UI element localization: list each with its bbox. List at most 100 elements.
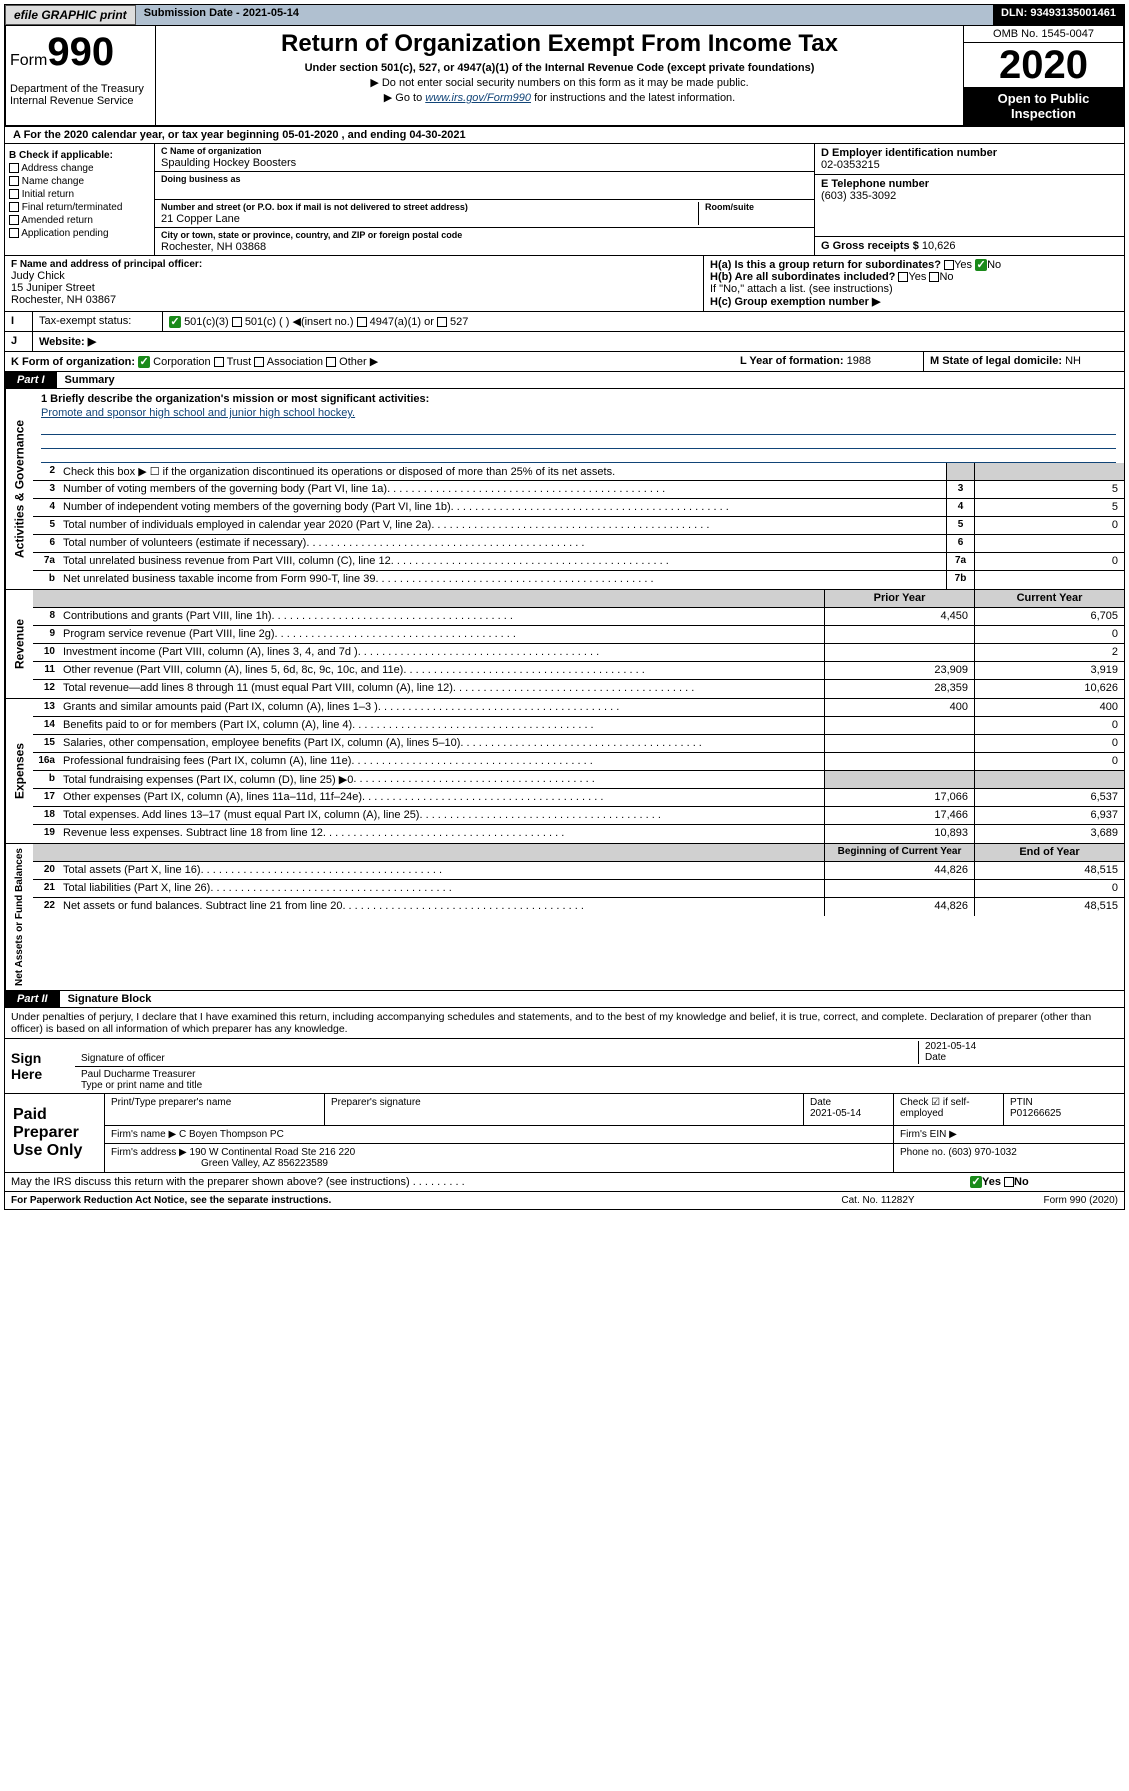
part1-tag: Part I — [5, 372, 57, 388]
row-text: Check this box ▶ ☐ if the organization d… — [59, 463, 946, 480]
tax-year: 2020 — [964, 43, 1123, 87]
row-num: 8 — [33, 608, 59, 625]
officer-signature-field[interactable] — [81, 1041, 918, 1053]
firm-name-lbl: Firm's name ▶ — [111, 1129, 176, 1140]
paperwork-notice: For Paperwork Reduction Act Notice, see … — [11, 1195, 798, 1206]
lbl-initial: Initial return — [22, 189, 74, 200]
row-text: Net unrelated business taxable income fr… — [59, 571, 946, 589]
e-lbl: E Telephone number — [821, 178, 1118, 190]
mission-lbl: 1 Briefly describe the organization's mi… — [41, 393, 429, 405]
i-4947: 4947(a)(1) or — [370, 316, 434, 328]
date-lbl: Date — [925, 1052, 1118, 1063]
form-990-num: 990 — [47, 30, 114, 74]
row-current-year: 0 — [974, 753, 1124, 770]
row-value — [974, 571, 1124, 589]
firm-phone: (603) 970-1032 — [948, 1147, 1016, 1158]
discuss-yes-chk[interactable]: ✓ — [970, 1176, 982, 1188]
row-prior-year: 44,826 — [824, 862, 974, 879]
chk-501c3[interactable]: ✓ — [169, 316, 181, 328]
i-527: 527 — [450, 316, 468, 328]
sig-lbl: Signature of officer — [81, 1053, 918, 1064]
h-b-note: If "No," attach a list. (see instruction… — [710, 283, 1118, 295]
chk-527[interactable] — [437, 317, 447, 327]
chk-name-change[interactable]: Name change — [9, 176, 150, 187]
part1-title: Summary — [57, 372, 123, 388]
paid-preparer-block: Paid Preparer Use Only Print/Type prepar… — [4, 1094, 1125, 1173]
subtitle-2: ▶ Do not enter social security numbers o… — [164, 76, 955, 89]
row-prior-year — [824, 753, 974, 770]
row-prior-year: 17,466 — [824, 807, 974, 824]
chk-4947[interactable] — [357, 317, 367, 327]
paid-preparer-label: Paid Preparer Use Only — [5, 1094, 105, 1172]
pp-name-field[interactable] — [111, 1108, 318, 1122]
chk-other[interactable] — [326, 357, 336, 367]
chk-address-change[interactable]: Address change — [9, 163, 150, 174]
gov-row: 2 Check this box ▶ ☐ if the organization… — [33, 463, 1124, 481]
section-revenue: Revenue Prior Year Current Year 8 Contri… — [4, 590, 1125, 699]
name-lbl: Type or print name and title — [81, 1080, 1118, 1091]
chk-final-return[interactable]: Final return/terminated — [9, 202, 150, 213]
chk-corp[interactable]: ✓ — [138, 356, 150, 368]
efile-button[interactable]: efile GRAPHIC print — [5, 5, 136, 25]
data-row: 10 Investment income (Part VIII, column … — [33, 644, 1124, 662]
ha-yes: Yes — [954, 259, 972, 271]
sign-date: 2021-05-14 — [925, 1041, 1118, 1052]
data-row: 17 Other expenses (Part IX, column (A), … — [33, 789, 1124, 807]
data-row: 8 Contributions and grants (Part VIII, l… — [33, 608, 1124, 626]
row-num: 16a — [33, 753, 59, 770]
signature-block: Under penalties of perjury, I declare th… — [4, 1008, 1125, 1094]
chk-initial-return[interactable]: Initial return — [9, 189, 150, 200]
row-current-year: 48,515 — [974, 898, 1124, 916]
row-text: Salaries, other compensation, employee b… — [59, 735, 824, 752]
header-mid: Return of Organization Exempt From Incom… — [156, 26, 963, 125]
row-box: 4 — [946, 499, 974, 516]
chk-amended-return[interactable]: Amended return — [9, 215, 150, 226]
pp-ptin-lbl: PTIN — [1010, 1097, 1118, 1108]
header-right: OMB No. 1545-0047 2020 Open to Public In… — [963, 26, 1123, 125]
form-number: Form990 — [10, 30, 151, 75]
discuss-text: May the IRS discuss this return with the… — [11, 1176, 410, 1188]
discuss-no-chk[interactable] — [1004, 1177, 1014, 1187]
row-prior-year: 44,826 — [824, 898, 974, 916]
sign-here-label: Sign Here — [5, 1039, 75, 1093]
row-num: 9 — [33, 626, 59, 643]
row-num: 13 — [33, 699, 59, 716]
rev-header: Prior Year Current Year — [33, 590, 1124, 608]
row-prior-year — [824, 717, 974, 734]
irs-link[interactable]: www.irs.gov/Form990 — [425, 92, 531, 104]
gov-row: 6 Total number of volunteers (estimate i… — [33, 535, 1124, 553]
row-num: b — [33, 571, 59, 589]
pp-name-lbl: Print/Type preparer's name — [111, 1097, 318, 1108]
k-assoc: Association — [267, 356, 323, 368]
row-text: Total expenses. Add lines 13–17 (must eq… — [59, 807, 824, 824]
firm-addr-lbl: Firm's address ▶ — [111, 1147, 187, 1158]
box-i: I Tax-exempt status: ✓ 501(c)(3) 501(c) … — [4, 312, 1125, 332]
box-j: J Website: ▶ — [4, 332, 1125, 352]
net-hd-py: Beginning of Current Year — [824, 844, 974, 861]
firm-addr2: Green Valley, AZ 856223589 — [111, 1158, 887, 1169]
gov-row: 3 Number of voting members of the govern… — [33, 481, 1124, 499]
data-row: 22 Net assets or fund balances. Subtract… — [33, 898, 1124, 916]
row-num: 17 — [33, 789, 59, 806]
chk-501c[interactable] — [232, 317, 242, 327]
gov-row: 5 Total number of individuals employed i… — [33, 517, 1124, 535]
box-klm: K Form of organization: ✓ Corporation Tr… — [4, 352, 1125, 372]
data-row: 21 Total liabilities (Part X, line 26) .… — [33, 880, 1124, 898]
row-prior-year — [824, 771, 974, 788]
chk-trust[interactable] — [214, 357, 224, 367]
chk-assoc[interactable] — [254, 357, 264, 367]
row-box — [946, 463, 974, 480]
gross-receipts-value: 10,626 — [922, 240, 956, 252]
data-row: 18 Total expenses. Add lines 13–17 (must… — [33, 807, 1124, 825]
chk-app-pending[interactable]: Application pending — [9, 228, 150, 239]
row-value — [974, 463, 1124, 480]
pp-self-employed[interactable]: Check ☑ if self-employed — [900, 1097, 970, 1119]
row-value: 5 — [974, 481, 1124, 498]
part2-title: Signature Block — [60, 991, 160, 1007]
i-501c3: 501(c)(3) — [184, 316, 229, 328]
officer-city: Rochester, NH 03867 — [11, 294, 697, 306]
box-c: C Name of organization Spaulding Hockey … — [155, 144, 814, 255]
part2-bar: Part II Signature Block — [4, 991, 1125, 1008]
row-box: 6 — [946, 535, 974, 552]
j-lbl: Website: ▶ — [39, 336, 96, 348]
